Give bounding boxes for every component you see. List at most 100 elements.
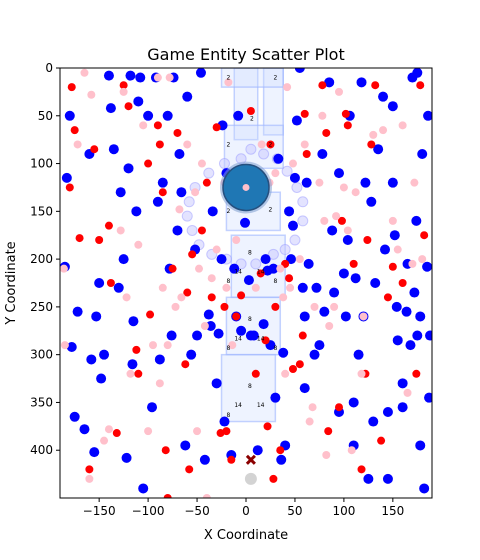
path-annotation-7: 2 xyxy=(226,208,230,215)
red-point-33 xyxy=(232,312,241,321)
pink-point-37 xyxy=(251,283,260,292)
blue-point-124 xyxy=(417,149,428,159)
blue-point-26 xyxy=(133,96,144,107)
y-tick-label-2: 100 xyxy=(30,157,53,171)
blue-point-21 xyxy=(123,163,134,174)
blue-point-90 xyxy=(311,282,322,293)
blue-point-84 xyxy=(294,68,305,73)
red-point-39 xyxy=(263,422,272,431)
red-point-8 xyxy=(106,279,115,287)
blue-point-69 xyxy=(258,319,269,330)
pink-point-23 xyxy=(177,293,186,302)
light_gray-point-0 xyxy=(244,472,257,485)
blue-point-23 xyxy=(127,359,138,370)
red-point-20 xyxy=(168,264,177,273)
pink-point-29 xyxy=(200,322,209,330)
pink-point-67 xyxy=(393,245,402,254)
pink-point-53 xyxy=(320,216,329,225)
red-point-72 xyxy=(222,427,231,436)
blue-point-125 xyxy=(419,483,430,494)
blue-point-107 xyxy=(360,177,371,188)
x-axis-label: X Coordinate xyxy=(204,528,288,543)
path-annotation-9: 14 xyxy=(234,268,242,275)
blue-point-87 xyxy=(301,177,312,188)
blue-point-83 xyxy=(291,115,302,126)
x-axis: −150 −100 −50 0 50 100 150 xyxy=(83,498,404,518)
red-point-38 xyxy=(261,336,270,345)
blue-point-48 xyxy=(199,454,210,465)
pink-point-4 xyxy=(85,474,94,483)
blue-point-40 xyxy=(174,149,185,159)
blue-point-122 xyxy=(412,330,423,341)
pink-point-44 xyxy=(283,83,292,92)
blue-point-108 xyxy=(363,473,374,484)
blue-point-89 xyxy=(309,349,320,360)
blue-point-20 xyxy=(121,452,132,463)
y-tick-label-3: 150 xyxy=(30,204,53,218)
pink-point-19 xyxy=(163,341,172,350)
blue-point-129 xyxy=(423,110,432,121)
blue-point-42 xyxy=(180,440,191,451)
red-point-40 xyxy=(266,140,275,149)
pink-point-71 xyxy=(410,178,419,187)
blue-point-140 xyxy=(299,383,310,394)
blue-point-81 xyxy=(287,220,298,231)
blue-point-5 xyxy=(72,306,83,317)
red-point-32 xyxy=(227,455,236,464)
y-axis: 0 50 100 150 200 250 300 350 400 xyxy=(30,61,60,457)
red-point-37 xyxy=(256,269,265,278)
blue-point-8 xyxy=(86,354,97,365)
blue-point-127 xyxy=(424,392,432,403)
red-point-62 xyxy=(377,436,386,445)
y-tick-label-8: 400 xyxy=(30,443,53,457)
pink-point-17 xyxy=(155,379,164,388)
red-point-52 xyxy=(335,403,343,412)
ghost-point-21 xyxy=(245,143,257,155)
red-point-15 xyxy=(153,121,162,130)
blue-point-4 xyxy=(69,411,80,422)
red-point-2 xyxy=(70,126,79,135)
blue-point-22 xyxy=(125,70,136,81)
chart-title: Game Entity Scatter Plot xyxy=(147,45,344,64)
blue-point-18 xyxy=(115,187,126,198)
blue-point-12 xyxy=(96,373,107,384)
red-point-67 xyxy=(416,81,425,90)
pink-point-41 xyxy=(276,264,285,273)
pink-point-0 xyxy=(60,264,68,273)
red-point-59 xyxy=(363,236,372,244)
blue-point-25 xyxy=(131,206,142,217)
path-annotation-3: 2 xyxy=(226,141,230,148)
red-point-21 xyxy=(173,128,182,137)
blue-point-28 xyxy=(138,483,149,494)
blue-point-134 xyxy=(389,230,400,241)
blue-point-137 xyxy=(387,177,398,188)
blue-point-91 xyxy=(314,340,325,351)
red-point-56 xyxy=(349,259,358,268)
y-tick-label-7: 350 xyxy=(30,395,53,409)
red-point-55 xyxy=(343,121,352,130)
pink-point-7 xyxy=(104,425,113,434)
blue-point-99 xyxy=(340,311,351,322)
red-point-19 xyxy=(163,494,172,498)
pink-point-35 xyxy=(228,341,237,350)
pink-point-64 xyxy=(369,130,378,139)
blue-point-112 xyxy=(373,144,384,155)
blue-point-3 xyxy=(66,342,77,353)
blue-point-116 xyxy=(387,101,398,112)
blue-point-109 xyxy=(366,196,377,207)
blue-point-64 xyxy=(240,217,251,228)
blue-point-95 xyxy=(327,225,338,236)
pink-point-11 xyxy=(126,369,135,378)
ghost-point-13 xyxy=(279,244,291,256)
red-point-29 xyxy=(212,123,221,132)
pink-point-26 xyxy=(193,427,202,436)
red-point-44 xyxy=(285,274,294,283)
path-annotation-8: 8 xyxy=(248,249,252,256)
pink-point-54 xyxy=(325,322,334,330)
pink-point-5 xyxy=(87,90,96,99)
red-point-0 xyxy=(65,183,74,192)
pink-point-47 xyxy=(295,255,304,264)
path-annotation-21: 8 xyxy=(226,412,230,419)
blue-point-121 xyxy=(409,287,420,298)
pink-point-3 xyxy=(80,68,89,77)
